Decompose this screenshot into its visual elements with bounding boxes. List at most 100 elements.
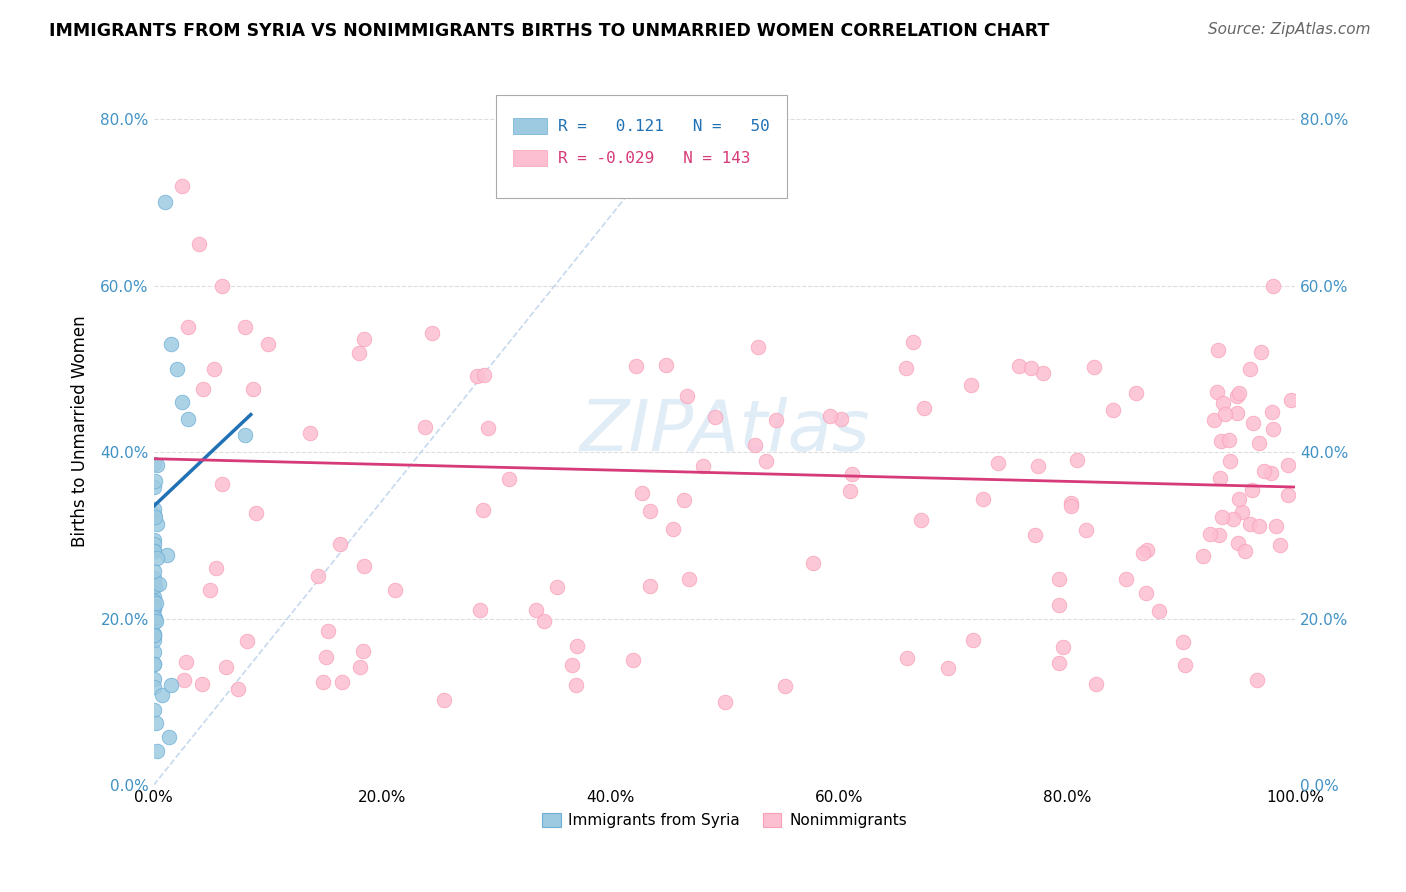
Point <box>352 644 374 658</box>
Point <box>1246 673 1268 687</box>
Point <box>1234 543 1257 558</box>
Point <box>1060 496 1083 510</box>
Point <box>142 601 165 615</box>
Point <box>1115 572 1137 586</box>
Point <box>142 593 165 607</box>
Point <box>142 645 165 659</box>
Point <box>1226 536 1249 550</box>
Point <box>349 660 371 674</box>
Point <box>146 744 169 758</box>
Point <box>1277 458 1299 472</box>
Y-axis label: Births to Unmarried Women: Births to Unmarried Women <box>72 316 89 547</box>
Point <box>1239 361 1261 376</box>
Point <box>312 675 335 690</box>
Point <box>624 359 647 374</box>
Point <box>1226 406 1249 420</box>
Point <box>1019 360 1042 375</box>
Point <box>1260 466 1282 480</box>
Point <box>654 358 676 372</box>
Point <box>1240 483 1263 497</box>
Legend: Immigrants from Syria, Nonimmigrants: Immigrants from Syria, Nonimmigrants <box>536 806 912 834</box>
Point <box>142 599 165 614</box>
Point <box>533 615 555 629</box>
Point <box>142 579 165 593</box>
Point <box>638 504 661 518</box>
Point <box>894 360 917 375</box>
Point <box>143 579 166 593</box>
Point <box>202 361 225 376</box>
Point <box>316 624 339 639</box>
Point <box>1212 396 1234 410</box>
Point <box>142 627 165 641</box>
Point <box>172 395 194 409</box>
Point <box>1205 384 1227 399</box>
Point <box>638 578 661 592</box>
Point <box>621 653 644 667</box>
Point <box>1047 656 1070 670</box>
Point <box>145 510 167 524</box>
Point <box>477 421 499 435</box>
Point <box>328 537 350 551</box>
Point <box>174 655 197 669</box>
Point <box>1209 434 1232 449</box>
Point <box>142 627 165 641</box>
Point <box>1147 604 1170 618</box>
Point <box>433 692 456 706</box>
Point <box>1060 499 1083 513</box>
Point <box>143 475 166 489</box>
Point <box>143 544 166 558</box>
Point <box>962 633 984 648</box>
Point <box>142 533 165 548</box>
Point <box>152 688 174 702</box>
Point <box>142 680 165 694</box>
Point <box>1264 519 1286 533</box>
Point <box>1101 403 1123 417</box>
Point <box>211 278 233 293</box>
Point <box>498 471 520 485</box>
Point <box>1008 359 1031 374</box>
Point <box>692 459 714 474</box>
Point <box>1225 389 1247 403</box>
FancyBboxPatch shape <box>496 95 787 198</box>
Point <box>936 660 959 674</box>
Point <box>801 556 824 570</box>
Point <box>353 559 375 574</box>
Point <box>1227 386 1250 401</box>
Point <box>703 409 725 424</box>
Point <box>1241 416 1264 430</box>
Point <box>1268 539 1291 553</box>
Point <box>841 467 863 481</box>
Point <box>1028 458 1050 473</box>
Point <box>142 537 165 551</box>
Text: Source: ZipAtlas.com: Source: ZipAtlas.com <box>1208 22 1371 37</box>
Point <box>384 583 406 598</box>
Point <box>142 672 165 686</box>
Point <box>775 679 797 693</box>
Point <box>308 568 330 582</box>
Point <box>1261 278 1284 293</box>
Point <box>233 428 256 442</box>
Point <box>546 580 568 594</box>
Point <box>896 651 918 665</box>
Point <box>172 178 194 193</box>
Point <box>565 639 588 653</box>
Point <box>215 660 238 674</box>
Point <box>1032 367 1054 381</box>
Point <box>142 610 165 624</box>
Point <box>910 513 932 527</box>
Point <box>1024 528 1046 542</box>
Point <box>1135 586 1157 600</box>
Point <box>142 633 165 648</box>
Point <box>142 703 165 717</box>
Point <box>912 401 935 415</box>
Point <box>1047 572 1070 586</box>
Point <box>1239 517 1261 532</box>
Point <box>1174 658 1197 673</box>
Point <box>200 582 222 597</box>
Point <box>1277 488 1299 502</box>
Point <box>662 522 685 536</box>
Point <box>191 677 214 691</box>
Point <box>1074 524 1097 538</box>
Point <box>142 597 165 611</box>
Point <box>830 412 852 426</box>
